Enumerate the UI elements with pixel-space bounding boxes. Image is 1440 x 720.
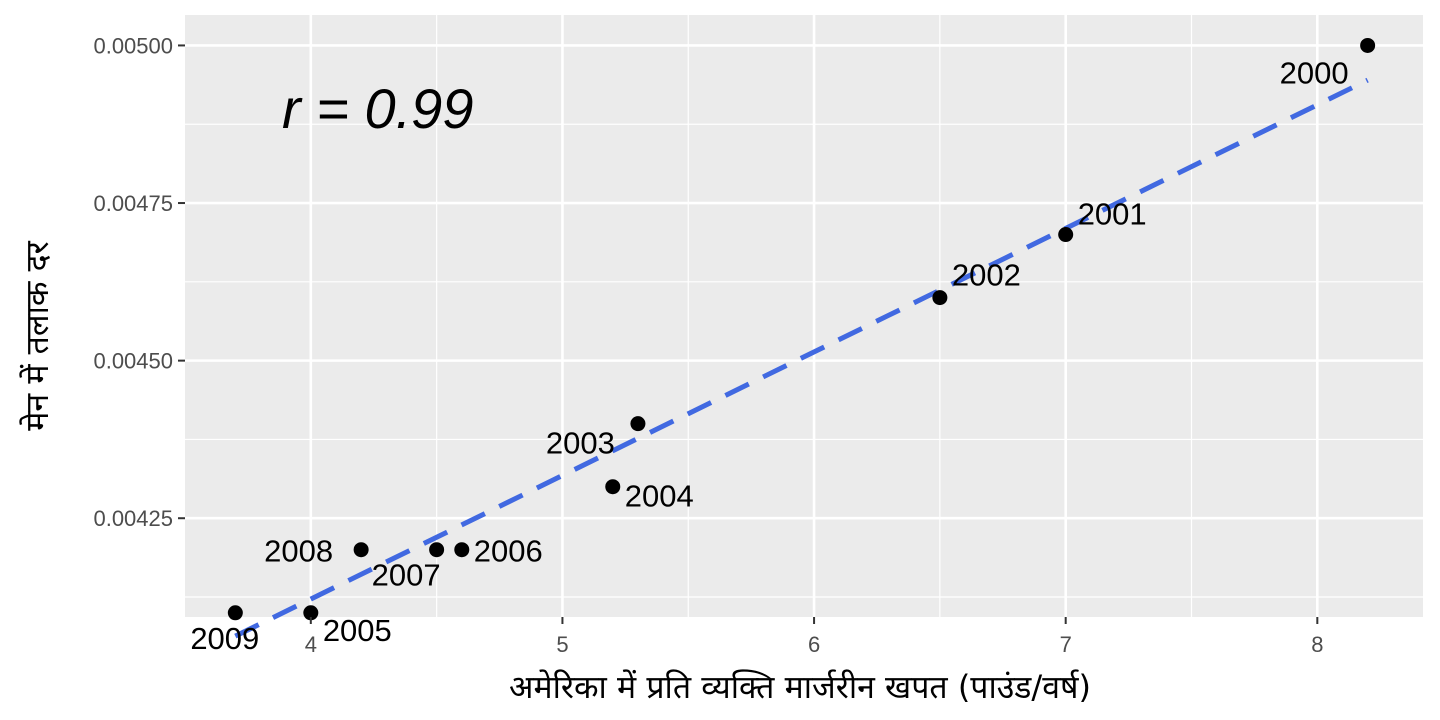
points-layer bbox=[227, 37, 1376, 621]
trendline bbox=[234, 77, 1369, 639]
data-point-2002 bbox=[932, 290, 948, 306]
point-label-2009: 2009 bbox=[190, 621, 259, 656]
data-point-2000 bbox=[1360, 37, 1376, 53]
y-tick-label: 0.00425 bbox=[93, 506, 173, 531]
data-point-2007 bbox=[429, 542, 445, 558]
x-tick-label: 7 bbox=[1060, 632, 1072, 657]
point-label-2002: 2002 bbox=[952, 258, 1021, 293]
point-label-2003: 2003 bbox=[546, 426, 615, 461]
x-axis: 4 5 6 7 8 bbox=[305, 617, 1323, 657]
data-point-2001 bbox=[1058, 227, 1074, 243]
x-tick-label: 8 bbox=[1311, 632, 1323, 657]
y-tick-label: 0.00450 bbox=[93, 349, 173, 374]
x-tick-label: 5 bbox=[556, 632, 568, 657]
point-label-2008: 2008 bbox=[264, 534, 333, 569]
point-label-2001: 2001 bbox=[1078, 197, 1147, 232]
grid-minor bbox=[185, 15, 1423, 617]
y-axis-title: मेन में तलाक दर bbox=[18, 240, 56, 430]
point-label-2004: 2004 bbox=[625, 479, 694, 514]
correlation-annotation: r = 0.99 bbox=[282, 77, 473, 140]
point-label-2000: 2000 bbox=[1280, 55, 1349, 90]
x-tick-label: 4 bbox=[305, 632, 317, 657]
y-axis: 0.00425 0.00450 0.00475 0.00500 bbox=[93, 33, 185, 531]
data-point-2009 bbox=[227, 605, 243, 621]
data-point-2008 bbox=[353, 542, 369, 558]
data-point-2006 bbox=[454, 542, 470, 558]
point-label-2005: 2005 bbox=[323, 613, 392, 648]
x-axis-title: अमेरिका में प्रति व्यक्ति मार्जरीन खपत (… bbox=[509, 668, 1091, 706]
data-point-2004 bbox=[605, 479, 621, 495]
plot-panel bbox=[185, 15, 1423, 617]
data-point-2003 bbox=[630, 416, 646, 432]
data-point-2005 bbox=[303, 605, 319, 621]
y-tick-label: 0.00500 bbox=[93, 33, 173, 58]
point-label-2006: 2006 bbox=[474, 534, 543, 569]
point-label-2007: 2007 bbox=[372, 558, 441, 593]
grid-major bbox=[185, 15, 1423, 617]
x-tick-label: 6 bbox=[808, 632, 820, 657]
y-tick-label: 0.00475 bbox=[93, 191, 173, 216]
point-labels-layer: 2000 2001 2002 2003 2004 2005 2006 2007 2008 2009 bbox=[190, 55, 1348, 655]
trendline-layer bbox=[234, 77, 1369, 639]
